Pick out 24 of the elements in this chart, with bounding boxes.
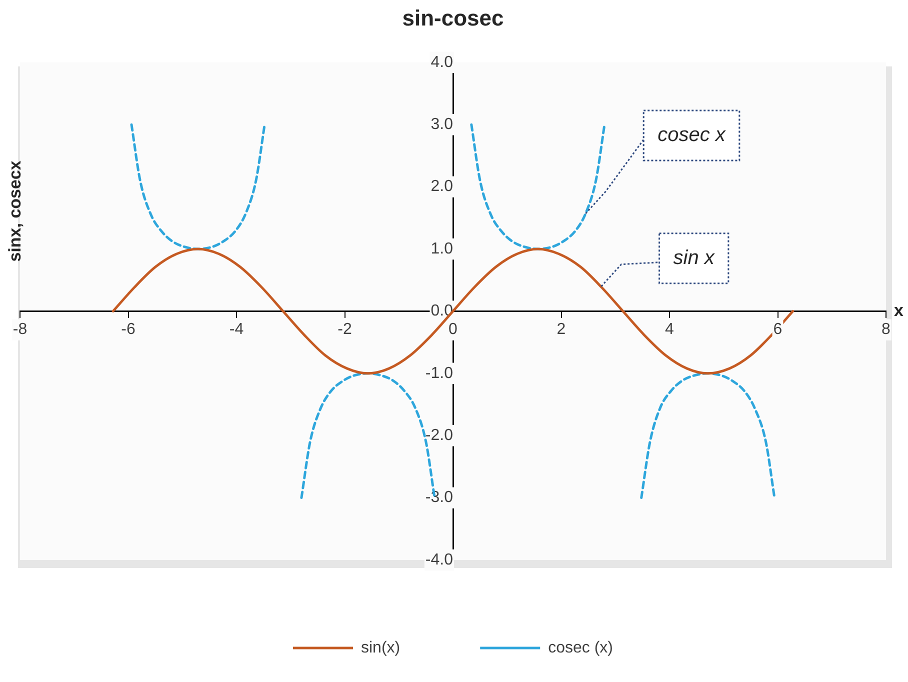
y-tick-label: 2.0: [430, 178, 454, 196]
y-tick-label: 4.0: [430, 54, 454, 71]
x-tick-label: -2: [338, 321, 352, 338]
y-tick-label: -1.0: [425, 364, 454, 382]
x-tick-label: -8: [12, 321, 28, 338]
legend-label: sin(x): [360, 639, 400, 656]
x-tick-label: 0: [448, 321, 458, 338]
x-tick-label: 2: [556, 321, 566, 338]
annotation: sin x: [673, 246, 716, 269]
y-tick-label: 1.0: [430, 240, 454, 258]
y-tick-label: -4.0: [425, 551, 454, 568]
x-tick-label: 8: [882, 321, 891, 338]
x-tick-label: 6: [773, 321, 782, 338]
legend-label: cosec (x): [548, 639, 614, 656]
chart-title: sin-cosec: [402, 5, 504, 30]
y-tick-label: 3.0: [430, 116, 454, 134]
y-tick-label: -2.0: [425, 427, 454, 444]
x-tick-label: 4: [665, 321, 674, 338]
y-axis-title: sinx, cosecx: [6, 160, 25, 262]
x-axis-title: x: [894, 300, 904, 320]
x-tick-label: -4: [229, 321, 244, 338]
x-tick-label: -6: [121, 321, 136, 338]
annotation: cosec x: [658, 124, 726, 146]
y-tick-label: -3.0: [425, 489, 454, 506]
